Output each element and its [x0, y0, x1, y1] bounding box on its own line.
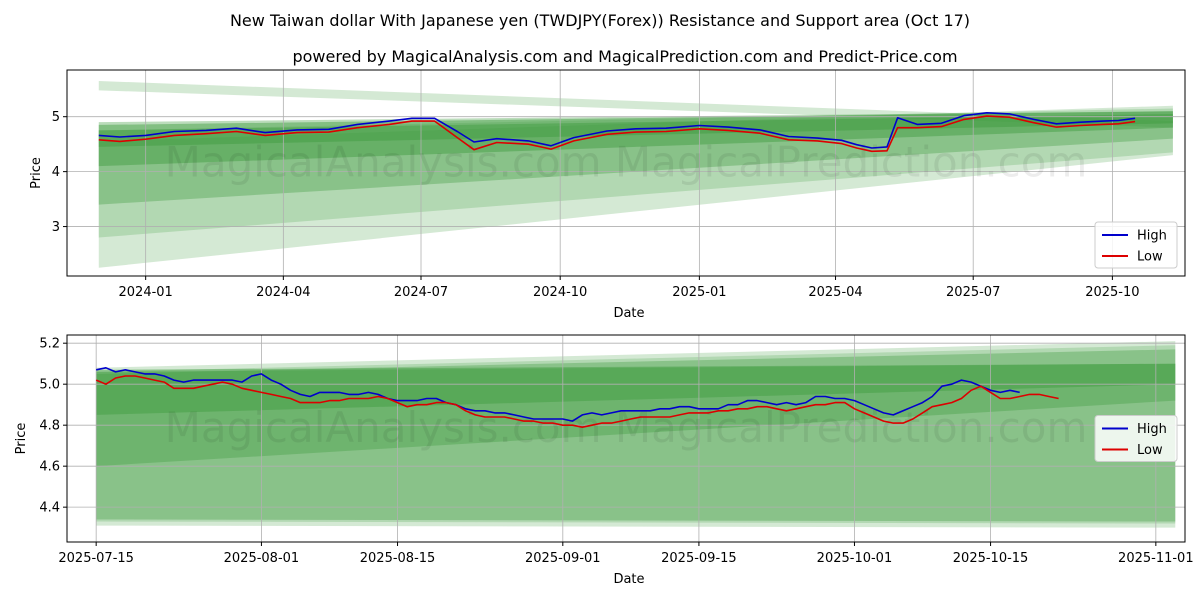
x-tick-label: 2025-11-01: [1118, 551, 1194, 566]
x-tick-label: 2025-08-15: [360, 551, 436, 566]
support-resistance-band-1: [96, 345, 1176, 524]
chart-title: New Taiwan dollar With Japanese yen (TWD…: [230, 11, 970, 30]
x-tick-label: 2025-07: [946, 285, 1000, 300]
legend: High Low: [1094, 415, 1178, 462]
x-tick-label: 2024-01: [119, 285, 173, 300]
x-tick-label: 2025-04: [808, 285, 862, 300]
support-resistance-band-3: [98, 111, 1173, 205]
x-axis-label: Date: [613, 306, 644, 321]
legend-label-high: High: [1137, 229, 1167, 244]
y-tick-label: 3: [52, 220, 60, 235]
plot-area: MagicalAnalysis.com MagicalPrediction.co…: [67, 70, 1185, 276]
support-resistance-band-0: [96, 341, 1176, 528]
plot-area: MagicalAnalysis.com MagicalPrediction.co…: [67, 335, 1185, 542]
x-tick-label: 2025-10-15: [953, 551, 1029, 566]
y-tick-label: 5.2: [39, 337, 60, 352]
y-axis-label: Price: [29, 157, 44, 189]
series-line-high: [98, 112, 1136, 149]
support-resistance-band-0: [98, 80, 1173, 128]
chart-subtitle: powered by MagicalAnalysis.com and Magic…: [292, 47, 957, 66]
x-tick-label: 2024-07: [394, 285, 448, 300]
x-axis-label: Date: [613, 572, 644, 587]
x-tick-label: 2024-04: [256, 285, 310, 300]
x-tick-label: 2025-07-15: [58, 551, 134, 566]
y-axis-label: Price: [14, 423, 29, 455]
y-tick-label: 4.6: [39, 460, 60, 475]
x-tick-label: 2025-08-01: [224, 551, 300, 566]
series-line-high: [96, 366, 1020, 422]
top-chart-panel: MagicalAnalysis.com MagicalPrediction.co…: [29, 69, 1186, 321]
support-resistance-band-3: [96, 363, 1176, 467]
x-tick-label: 2025-10-01: [817, 551, 893, 566]
axes-frame: [66, 334, 1186, 543]
legend-label-low: Low: [1137, 250, 1163, 265]
axes-frame: [66, 69, 1186, 277]
support-resistance-band-2: [98, 108, 1173, 238]
series-line-low: [95, 375, 1059, 429]
support-resistance-band-5: [98, 113, 1173, 147]
series-line-low: [98, 115, 1136, 153]
y-tick-label: 5.0: [39, 378, 60, 393]
support-resistance-band-4: [98, 111, 1173, 167]
x-tick-label: 2025-10: [1085, 285, 1139, 300]
legend-label-low: Low: [1137, 443, 1163, 458]
x-tick-label: 2025-01: [672, 285, 726, 300]
legend: High Low: [1094, 221, 1178, 269]
y-tick-label: 5: [52, 110, 60, 125]
support-resistance-band-4: [96, 363, 1176, 415]
y-tick-label: 4: [52, 165, 60, 180]
bottom-chart-panel: MagicalAnalysis.com MagicalPrediction.co…: [14, 334, 1194, 587]
support-resistance-band-1: [98, 105, 1173, 268]
x-tick-label: 2024-10: [533, 285, 587, 300]
x-tick-label: 2025-09-15: [661, 551, 737, 566]
watermark: MagicalAnalysis.com MagicalPrediction.co…: [165, 138, 1088, 187]
x-tick-label: 2025-09-01: [525, 551, 601, 566]
y-tick-label: 4.8: [39, 419, 60, 434]
legend-label-high: High: [1137, 422, 1167, 437]
y-tick-label: 4.4: [39, 501, 60, 516]
